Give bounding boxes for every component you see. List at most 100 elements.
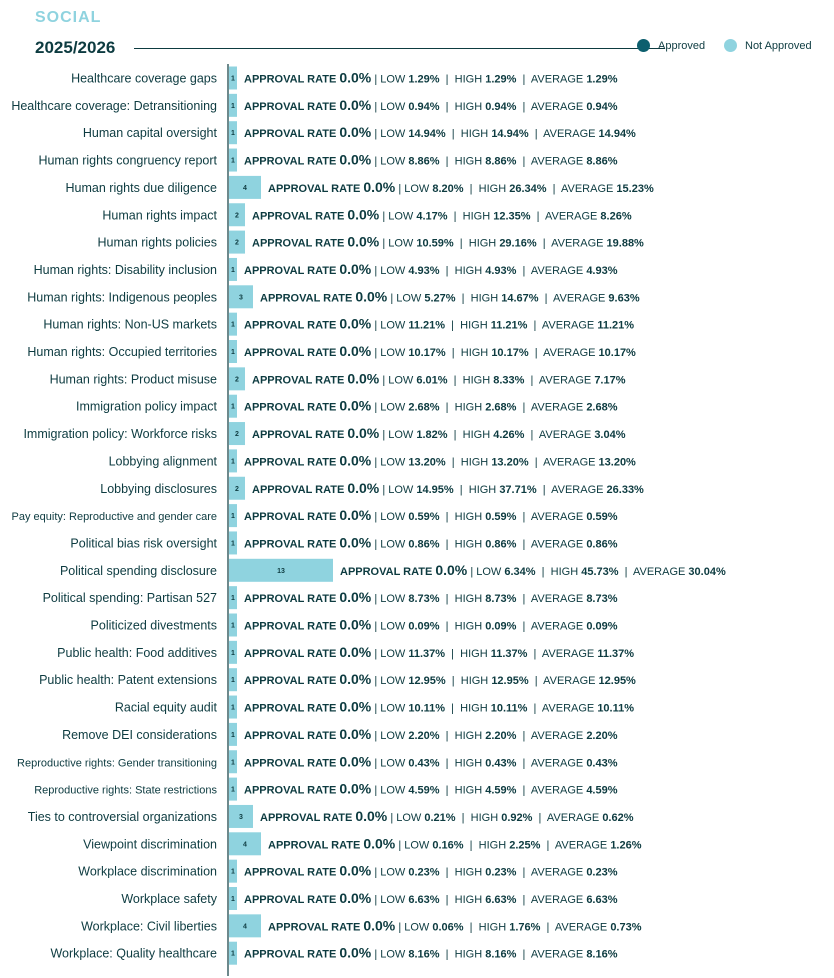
stats-label: APPROVAL RATE 0.0% | LOW 4.93% | HIGH 4.… <box>244 261 618 277</box>
category-label: Political spending: Partisan 527 <box>43 591 217 605</box>
stats-label: APPROVAL RATE 0.0% | LOW 8.16% | HIGH 8.… <box>244 945 618 961</box>
bar-count-label: 1 <box>231 349 235 356</box>
category-label: Human rights: Non-US markets <box>43 318 217 332</box>
not-approved-bar <box>229 175 261 199</box>
not-approved-bar <box>229 230 245 254</box>
not-approved-bar <box>229 66 237 90</box>
bar-count-label: 1 <box>231 404 235 411</box>
stats-label: APPROVAL RATE 0.0% | LOW 0.23% | HIGH 0.… <box>244 863 618 879</box>
bar-count-label: 1 <box>231 130 235 137</box>
stats-label: APPROVAL RATE 0.0% | LOW 12.95% | HIGH 1… <box>244 671 636 687</box>
bar-count-label: 2 <box>235 212 239 219</box>
legend-not-approved: Not Approved <box>724 39 812 52</box>
not-approved-bar <box>229 148 237 172</box>
category-label: Lobbying disclosures <box>100 482 217 496</box>
stats-label: APPROVAL RATE 0.0% | LOW 8.20% | HIGH 26… <box>268 179 654 195</box>
bar-count-label: 1 <box>231 732 235 739</box>
bar-count-label: 2 <box>235 240 239 247</box>
not-approved-bar <box>229 613 237 637</box>
stats-label: APPROVAL RATE 0.0% | LOW 0.21% | HIGH 0.… <box>260 808 634 824</box>
category-label: Public health: Patent extensions <box>39 673 217 687</box>
bar-count-label: 13 <box>277 568 285 575</box>
bar-count-label: 1 <box>231 458 235 465</box>
category-label: Lobbying alignment <box>109 454 218 468</box>
category-label: Workplace: Civil liberties <box>81 919 217 933</box>
category-label: Workplace discrimination <box>78 865 217 879</box>
category-label: Viewpoint discrimination <box>83 837 217 851</box>
category-label: Political spending disclosure <box>60 564 217 578</box>
stats-label: APPROVAL RATE 0.0% | LOW 14.95% | HIGH 3… <box>252 480 644 496</box>
stats-label: APPROVAL RATE 0.0% | LOW 14.94% | HIGH 1… <box>244 124 636 140</box>
bar-count-label: 1 <box>231 158 235 165</box>
stats-label: APPROVAL RATE 0.0% | LOW 6.63% | HIGH 6.… <box>244 890 618 906</box>
category-label: Ties to controversial organizations <box>28 810 217 824</box>
category-label: Human rights: Disability inclusion <box>34 263 217 277</box>
bar-count-label: 1 <box>231 103 235 110</box>
stats-label: APPROVAL RATE 0.0% | LOW 4.17% | HIGH 12… <box>252 206 632 222</box>
not-approved-bar <box>229 750 237 774</box>
stats-label: APPROVAL RATE 0.0% | LOW 11.21% | HIGH 1… <box>244 316 634 332</box>
bar-count-label: 1 <box>231 951 235 958</box>
bar-count-label: 1 <box>231 677 235 684</box>
bar-count-label: 1 <box>231 787 235 794</box>
category-label: Reproductive rights: Gender transitionin… <box>17 757 217 769</box>
not-approved-bar <box>229 859 237 883</box>
category-label: Remove DEI considerations <box>62 728 217 742</box>
year-label: 2025/2026 <box>35 38 116 57</box>
not-approved-bar <box>229 504 237 528</box>
bar-count-label: 1 <box>231 595 235 602</box>
not-approved-bar <box>229 777 237 801</box>
stats-label: APPROVAL RATE 0.0% | LOW 1.82% | HIGH 4.… <box>252 425 626 441</box>
not-approved-bar <box>229 558 333 582</box>
not-approved-bar <box>229 887 237 910</box>
not-approved-bar <box>229 340 237 363</box>
stats-label: APPROVAL RATE 0.0% | LOW 10.17% | HIGH 1… <box>244 343 636 359</box>
stats-label: APPROVAL RATE 0.0% | LOW 5.27% | HIGH 14… <box>260 288 640 304</box>
stats-label: APPROVAL RATE 0.0% | LOW 8.73% | HIGH 8.… <box>244 589 618 605</box>
not-approved-bar <box>229 668 237 692</box>
not-approved-bar <box>229 367 245 391</box>
category-label: Reproductive rights: State restrictions <box>34 785 217 797</box>
category-label: Human capital oversight <box>83 126 218 140</box>
legend-approved-dot <box>637 39 650 52</box>
not-approved-bar <box>229 394 237 418</box>
legend-approved: Approved <box>637 39 705 52</box>
bar-count-label: 1 <box>231 869 235 876</box>
not-approved-bar <box>229 312 237 336</box>
bar-count-label: 1 <box>231 322 235 329</box>
not-approved-bar <box>229 695 237 719</box>
bar-count-label: 1 <box>231 896 235 903</box>
not-approved-bar <box>229 586 237 610</box>
bar-count-label: 4 <box>243 923 247 930</box>
category-label: Human rights: Indigenous peoples <box>27 290 217 304</box>
category-label: Human rights: Occupied territories <box>27 345 217 359</box>
stats-label: APPROVAL RATE 0.0% | LOW 0.09% | HIGH 0.… <box>244 617 618 633</box>
category-label: Political bias risk oversight <box>70 536 217 550</box>
not-approved-bar <box>229 449 237 473</box>
category-label: Healthcare coverage: Detransitioning <box>11 99 217 113</box>
category-label: Public health: Food additives <box>57 646 217 660</box>
not-approved-bar <box>229 722 237 746</box>
stats-label: APPROVAL RATE 0.0% | LOW 6.34% | HIGH 45… <box>340 562 726 578</box>
year-header: 2025/2026 Approved Not Approved <box>35 38 820 60</box>
category-label: Immigration policy impact <box>76 400 218 414</box>
category-label: Human rights policies <box>98 236 218 250</box>
not-approved-bar <box>229 121 237 145</box>
category-label: Pay equity: Reproductive and gender care <box>12 511 217 523</box>
stats-label: APPROVAL RATE 0.0% | LOW 6.01% | HIGH 8.… <box>252 370 626 386</box>
bar-count-label: 1 <box>231 513 235 520</box>
not-approved-bar <box>229 93 237 117</box>
legend-approved-label: Approved <box>658 39 706 52</box>
not-approved-bar <box>229 285 253 309</box>
bar-count-label: 1 <box>231 540 235 547</box>
bar-count-label: 1 <box>231 267 235 274</box>
category-label: Immigration policy: Workforce risks <box>23 427 217 441</box>
bar-count-label: 4 <box>243 841 247 848</box>
stats-label: APPROVAL RATE 0.0% | LOW 4.59% | HIGH 4.… <box>244 781 618 797</box>
not-approved-bar <box>229 914 261 938</box>
not-approved-bar <box>229 804 253 828</box>
category-label: Human rights due diligence <box>66 181 218 195</box>
not-approved-bar <box>229 832 261 856</box>
bar-count-label: 3 <box>239 814 243 821</box>
